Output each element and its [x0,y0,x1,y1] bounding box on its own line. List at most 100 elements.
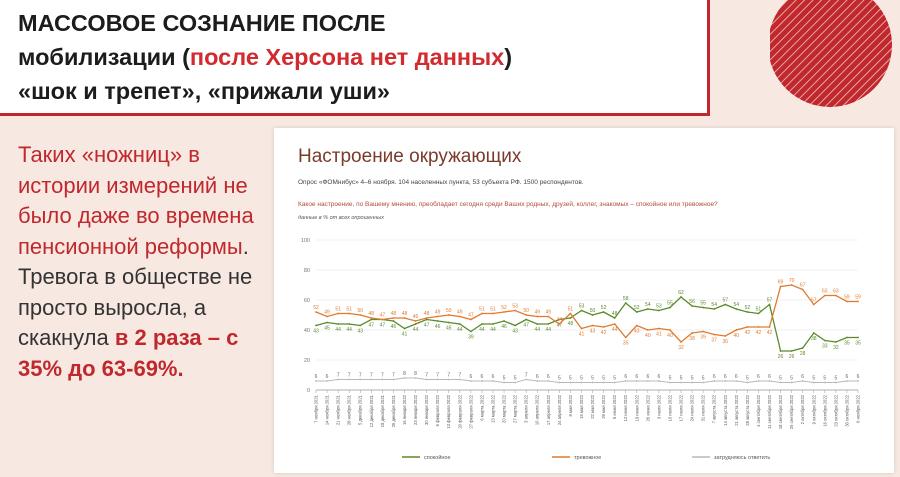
x-tick-label: 12 декабря 2021 [369,394,374,427]
x-tick-label: 3 июля 2022 [656,394,661,419]
y-tick-label: 80 [304,268,310,274]
data-point [591,324,594,327]
data-point [525,318,528,321]
data-point [359,324,362,327]
data-label: 49 [435,310,441,316]
data-point [569,317,572,319]
data-point [635,311,638,313]
data-label: 44 [335,327,341,333]
data-point [403,327,406,330]
data-label: 55 [700,301,706,307]
data-label: 7 [447,373,450,379]
chart-card: Настроение окружающих Опрос «ФОМнибус» 4… [274,128,894,473]
data-label: 5 [514,376,517,382]
data-point [846,380,848,382]
data-label: 69 [778,280,784,286]
data-label: 43 [313,329,319,335]
x-tick-label: 4 сентября 2022 [756,394,761,427]
data-label: 41 [402,332,408,338]
data-label: 48 [369,311,375,317]
data-label: 49 [457,310,463,316]
data-point [757,380,760,382]
y-tick-label: 60 [304,298,310,304]
data-point [414,323,417,325]
data-label: 5 [680,376,683,382]
x-tick-label: 25 сентября 2022 [789,394,794,429]
data-point [823,381,826,384]
x-tick-label: 17 апреля 2022 [546,394,551,425]
data-point [558,323,561,325]
data-point [436,378,439,381]
commentary-body: . Тревога в обществе не просто выросла, … [18,233,253,351]
data-label: 37 [711,338,717,344]
data-label: 7 [381,373,384,379]
data-point [857,300,859,303]
data-point [834,341,837,343]
data-point [713,333,716,336]
data-point [547,323,550,325]
data-point [326,321,328,324]
data-label: 6 [801,374,804,380]
data-point [569,381,572,384]
chart-question: Какое настроение, по Вашему мнению, прео… [298,201,718,208]
data-label: 8 [414,371,417,377]
x-tick-label: 31 июля 2022 [701,394,706,421]
data-point [713,308,716,310]
x-tick-label: 21 августа 2022 [734,394,739,425]
data-point [414,320,417,322]
data-label: 50 [357,308,363,314]
data-point [481,380,483,382]
data-point [436,320,439,322]
data-label: 7 [370,373,373,379]
legend-label: затрудняюсь ответить [714,455,770,461]
data-point [812,381,815,384]
data-label: 5 [702,376,705,382]
data-point [724,380,727,382]
data-label: 32 [678,345,684,351]
data-point [846,300,848,303]
data-label: 5 [746,376,749,382]
data-label: 63 [833,289,839,295]
data-label: 6 [768,374,771,380]
data-point [392,320,395,322]
data-point [381,378,384,381]
data-label: 7 [337,373,340,379]
data-point [691,381,693,384]
data-label: 6 [713,374,716,380]
data-label: 44 [346,327,352,333]
data-point [315,380,317,382]
data-point [779,285,782,288]
data-point [580,381,583,384]
data-label: 70 [789,278,795,284]
x-tick-label: 23 января 2022 [413,394,418,425]
mood-line-chart: 0 20 40 60 80 100 7 ноября 2021 14 ноября 2021 2… [301,238,861,461]
commentary-text: Таких «ножниц» в истории измерений не бы… [18,140,263,384]
data-label: 49 [534,310,540,316]
data-point [790,284,793,286]
data-point [812,332,815,334]
data-label: 5 [602,376,605,382]
data-point [635,380,638,382]
data-point [724,335,727,337]
data-point [635,324,638,327]
data-label: 38 [689,336,695,342]
series-line-1 [315,284,858,343]
data-label: 7 [425,373,428,379]
data-point [425,318,428,321]
data-point [558,381,561,384]
data-point [646,308,649,310]
slide-header: МАССОВОЕ СОЗНАНИЕ ПОСЛЕ мобилизации (пос… [0,0,710,116]
data-label: 54 [711,302,717,308]
data-label: 50 [590,308,596,314]
data-label: 6 [315,374,318,380]
data-label: 57 [767,298,773,304]
x-tick-label: 6 февраля 2022 [435,394,440,426]
x-tick-label: 5 июня 2022 [612,394,617,419]
data-point [469,330,472,333]
data-point [580,309,583,312]
data-point [392,317,395,319]
data-label: 51 [335,307,341,313]
data-point [370,318,373,321]
data-point [547,315,550,318]
header-line-1: МАССОВОЕ СОЗНАНИЕ ПОСЛЕ [18,10,386,36]
